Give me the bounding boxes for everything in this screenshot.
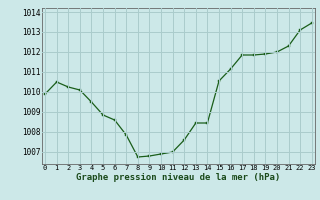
X-axis label: Graphe pression niveau de la mer (hPa): Graphe pression niveau de la mer (hPa) xyxy=(76,173,281,182)
